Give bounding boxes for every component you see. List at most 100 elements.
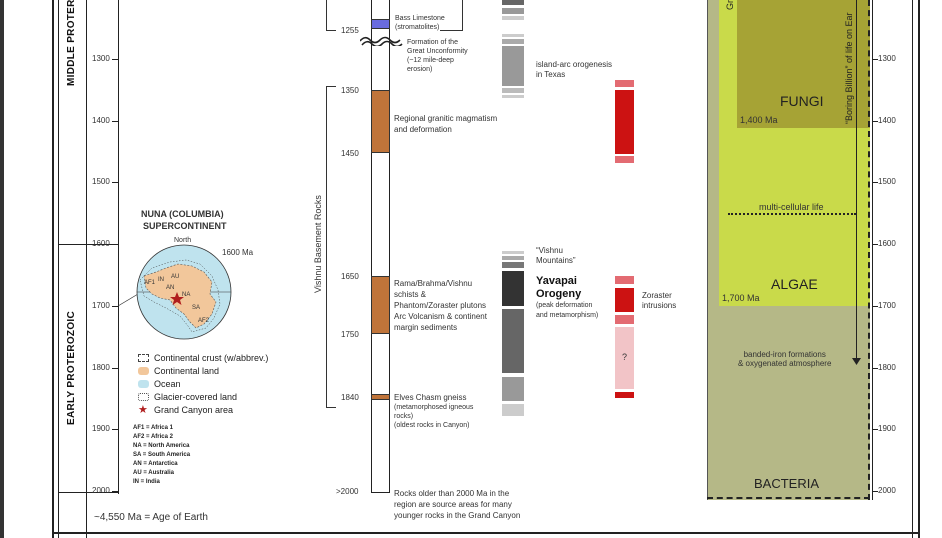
multicellular-dotted-line [728, 213, 856, 215]
gray-bar-arc-2 [502, 39, 524, 44]
zoraster-line: intrusions [642, 301, 677, 310]
vishnu-schist-unit [371, 276, 390, 334]
column-age-label: 1450 [341, 149, 359, 158]
left-axis-tick-label: 1600 [92, 239, 110, 249]
zoraster-line: Zoraster [642, 291, 672, 300]
red-bar-1 [615, 80, 634, 87]
abbreviation-entry: NA = North America [133, 443, 190, 449]
bass-bracket-bottom [326, 30, 336, 31]
legend-label: Continental crust (w/abbrev.) [154, 353, 269, 363]
unit-subline: rocks) [394, 413, 414, 420]
map-label-af2: AF2 [198, 318, 210, 324]
left-axis-tick [112, 367, 118, 369]
legend-swatch [138, 367, 149, 375]
legend-item: Continental land [138, 366, 219, 376]
left-axis-tick-label: 1700 [92, 300, 110, 310]
unit-line: Elves Chasm gneiss [394, 393, 467, 402]
life-column-border-left [707, 0, 708, 500]
vishnu-mountains-line: “Vishnu [536, 246, 563, 255]
legend-label: Continental land [154, 366, 220, 376]
continental-crust-outline [139, 259, 221, 333]
banded-iron-line: & oxygenated atmosphere [738, 359, 832, 368]
unit-line: younger rocks in the Grand Canyon [394, 511, 521, 520]
gray-bar-yav-7 [502, 404, 524, 416]
supercontinent-title-2: SUPERCONTINENT [143, 221, 227, 231]
map-label-af1: AF1 [144, 280, 156, 286]
right-axis-tick [872, 305, 878, 307]
gray-bar-yav-5 [502, 309, 524, 373]
abbreviation-entry: AU = Australia [133, 470, 174, 476]
gray-bar-yav-3 [502, 262, 524, 268]
yavapai-line: Orogeny [536, 288, 582, 300]
left-axis-tick [112, 429, 118, 431]
elves-chasm-unit [371, 394, 390, 400]
top-cut-label: Gr [725, 0, 735, 10]
bacteria-label: BACTERIA [754, 476, 820, 491]
vishnu-mountains-line: Mountains” [536, 256, 576, 265]
multicellular-label: multi-cellular life [759, 202, 824, 212]
legend-label: Ocean [154, 379, 181, 389]
legend-item: ★ Grand Canyon area [138, 403, 234, 416]
legend-label: Glacier-covered land [154, 392, 238, 402]
bass-leader-line-h [440, 30, 463, 31]
gray-bar-arc-3 [502, 46, 524, 86]
column-age-label: 1840 [341, 393, 359, 402]
unit-line: Rama/Brahma/Vishnu [394, 279, 473, 288]
unit-subline: (oldest rocks in Canyon) [394, 422, 470, 429]
frame-bottom [52, 532, 920, 534]
unit-subline: (metamorphosed igneous [394, 404, 474, 411]
gray-bar-top-3 [502, 16, 524, 20]
left-axis-tick [112, 182, 118, 184]
life-bottom-dashed [707, 497, 870, 499]
column-age-label: >2000 [336, 487, 359, 496]
algae-label: ALGAE [771, 276, 818, 292]
frame-left-edge [0, 0, 4, 538]
left-axis-tick-label: 1800 [92, 362, 110, 372]
map-label-na: NA [182, 292, 191, 298]
grand-canyon-star-icon [170, 292, 184, 305]
abbreviation-entry: AN = Antarctica [133, 461, 178, 467]
bass-bracket-vertical [326, 0, 327, 31]
map-label-sa: SA [192, 305, 201, 311]
unit-description: Elves Chasm gneiss (metamorphosed igneous… [394, 392, 473, 430]
vishnu-bracket-bottom [326, 407, 336, 408]
gray-bar-arc-4 [502, 88, 524, 93]
uncertain-question-mark: ? [622, 352, 628, 362]
continental-land-mass [143, 263, 217, 329]
fungi-age-label: 1,400 Ma [740, 115, 778, 125]
right-time-axis [872, 0, 873, 500]
granitic-magmatism-unit [371, 90, 390, 153]
gray-bar-arc-5 [502, 95, 524, 98]
unit-line: schists & [394, 290, 427, 299]
unit-line: erosion) [407, 66, 433, 73]
map-label-au: AU [171, 274, 180, 280]
yavapai-line: Yavapai [536, 275, 577, 287]
zoraster-intrusions-label: Zoraster intrusions [642, 291, 676, 311]
right-axis-tick-label: 1700 [878, 300, 896, 310]
bass-limestone-unit [371, 19, 390, 29]
supercontinent-title-1: NUNA (COLUMBIA) [141, 209, 224, 219]
unit-line: Arc Volcanism & continent [394, 312, 487, 321]
banded-iron-label: banded-iron formations & oxygenated atmos… [738, 350, 831, 368]
boring-billion-label: “Boring Billion” of life on Ear [844, 12, 854, 124]
left-axis-tick [112, 244, 118, 246]
gray-bar-yav-2 [502, 256, 524, 260]
column-age-label: 1350 [341, 86, 359, 95]
life-right-dashed [868, 0, 870, 500]
island-arc-line: in Texas [536, 70, 566, 79]
gray-bar-yav-4 [502, 271, 524, 306]
right-axis-tick [872, 429, 878, 431]
legend-star-icon: ★ [138, 403, 148, 416]
frame-border-right [918, 0, 920, 538]
unit-line: Formation of the [407, 39, 458, 46]
bass-leader-line [462, 0, 463, 30]
left-axis-tick [112, 120, 118, 122]
gray-bar-arc-1 [502, 34, 524, 37]
unit-description: Rocks older than 2000 Ma in the region ar… [394, 488, 520, 521]
yavapai-sub-line: and metamorphism) [536, 312, 599, 319]
abbreviation-entry: AF1 = Africa 1 [133, 425, 173, 431]
legend-label: Grand Canyon area [154, 405, 234, 415]
rock-column [371, 0, 390, 493]
left-axis-tick-label: 2000 [92, 485, 110, 495]
abbreviation-entry: AF2 = Africa 2 [133, 434, 173, 440]
